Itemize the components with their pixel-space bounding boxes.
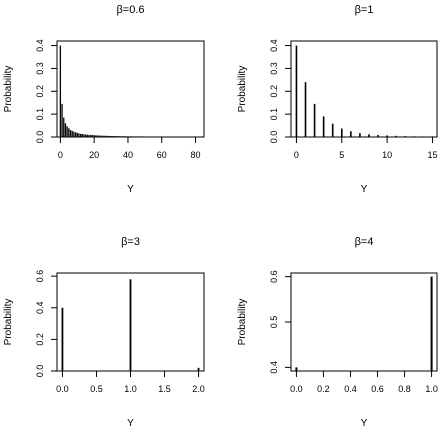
y-tick-label: 0.4 — [35, 302, 45, 315]
x-tick-label: 1.0 — [425, 384, 438, 394]
x-tick-label: 0.0 — [290, 384, 303, 394]
chart-panel-3: β=3 Y Probability 0.0 0.5 1.0 1.5 2.0 0.0 0.2 0.4 0… — [3, 236, 205, 429]
x-tick-label: 0.5 — [90, 384, 103, 394]
y-axis-label: Probability — [3, 299, 14, 346]
x-tick-label: 40 — [123, 150, 133, 160]
y-tick-label: 0.1 — [269, 108, 279, 121]
x-axis-label: Y — [361, 184, 368, 195]
x-tick-label: 0 — [294, 150, 299, 160]
x-tick-label: 0.4 — [344, 384, 357, 394]
x-tick-label: 10 — [382, 150, 392, 160]
y-tick-label: 0.4 — [35, 39, 45, 52]
y-tick-label: 0.5 — [269, 316, 279, 329]
x-tick-label: 0.2 — [317, 384, 330, 394]
x-tick-label: 0.8 — [398, 384, 411, 394]
plot-frame — [56, 40, 205, 138]
y-tick-label: 0.6 — [269, 270, 279, 283]
y-tick-label: 0.2 — [35, 333, 45, 346]
y-tick-label: 0.3 — [269, 62, 279, 75]
x-tick-label: 2.0 — [192, 384, 205, 394]
x-tick-label: 0 — [58, 150, 63, 160]
x-tick-label: 0.6 — [371, 384, 384, 394]
x-axis-label: Y — [361, 418, 368, 429]
x-tick-label: 1.5 — [158, 384, 171, 394]
y-tick-label: 0.0 — [35, 131, 45, 144]
y-tick-label: 0.2 — [269, 85, 279, 98]
y-tick-label: 0.2 — [35, 85, 45, 98]
x-axis-label: Y — [127, 418, 134, 429]
y-tick-label: 0.1 — [35, 108, 45, 121]
plot-frame — [290, 40, 438, 138]
y-tick-label: 0.6 — [35, 270, 45, 283]
y-tick-label: 0.0 — [35, 365, 45, 378]
x-axis-label: Y — [127, 184, 134, 195]
plot-frame — [290, 272, 438, 372]
y-tick-label: 0.3 — [35, 62, 45, 75]
y-tick-label: 0.0 — [269, 131, 279, 144]
x-tick-label: 15 — [427, 150, 437, 160]
chart-title: β=4 — [355, 236, 374, 248]
y-axis-label: Probability — [3, 66, 14, 113]
x-tick-label: 80 — [191, 150, 201, 160]
chart-panel-2: β=1 Y Probability 0 5 10 15 0.0 0.1 0.2 0.3 0.4 — [237, 4, 438, 195]
chart-title: β=3 — [121, 236, 140, 248]
y-tick-label: 0.4 — [269, 39, 279, 52]
x-tick-label: 0.0 — [56, 384, 69, 394]
x-tick-label: 60 — [157, 150, 167, 160]
chart-title: β=1 — [355, 4, 374, 16]
chart-panel-4: β=4 Y Probability 0.0 0.2 0.4 0.6 0.8 1.0 0.4 0.5 0… — [237, 236, 438, 429]
y-axis-label: Probability — [237, 66, 248, 113]
y-tick-label: 0.4 — [269, 361, 279, 374]
y-axis-label: Probability — [237, 299, 248, 346]
x-tick-label: 1.0 — [124, 384, 137, 394]
x-tick-label: 5 — [339, 150, 344, 160]
x-tick-label: 20 — [89, 150, 99, 160]
chart-title: β=0.6 — [116, 4, 144, 16]
chart-panel-1: β=0.6 Y Probability 0 20 40 60 80 0.0 0.1 0.2 0.3 0.… — [3, 4, 205, 195]
